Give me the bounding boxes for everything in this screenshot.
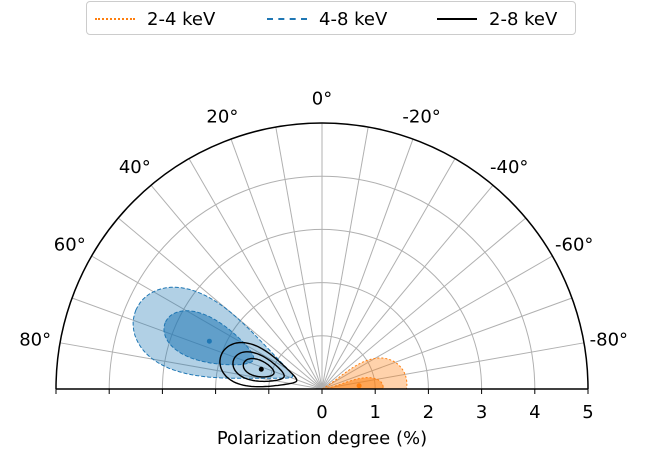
angle-tick-label: 40°	[119, 157, 151, 178]
contour-2-4kev-inner	[324, 377, 384, 389]
angle-tick-label: 0°	[312, 89, 332, 110]
radial-tick-label: 2	[423, 402, 434, 423]
legend-swatch-2-8kev	[437, 18, 477, 20]
contour-2-8kev-middle	[232, 351, 285, 383]
angular-gridline	[321, 158, 456, 390]
angular-gridline	[321, 297, 573, 390]
angular-gridline	[321, 217, 527, 390]
angle-tick-label: -60°	[555, 234, 593, 255]
radial-tick-label: 3	[476, 402, 487, 423]
angular-gridline	[275, 126, 323, 390]
angle-tick-label: 80°	[19, 329, 51, 350]
angular-gridline	[117, 217, 323, 390]
radial-tick-label: 5	[582, 402, 593, 423]
angular-gridline	[230, 138, 323, 390]
best-fit-point	[258, 366, 264, 372]
contours	[132, 286, 408, 389]
legend: 2-4 keV 4-8 keV 2-8 keV	[86, 1, 576, 35]
legend-swatch-2-4kev	[95, 18, 135, 20]
angle-tick-label: -20°	[402, 106, 440, 127]
radial-tick-label: 4	[529, 402, 540, 423]
angular-gridline	[188, 158, 323, 390]
angle-tick-label: -80°	[590, 329, 628, 350]
angular-gridline	[59, 342, 323, 390]
best-fit-point	[206, 338, 212, 344]
legend-label-2-8kev: 2-8 keV	[489, 9, 558, 30]
polar-frame-arc	[55, 122, 589, 390]
radial-tick-label: 0	[316, 402, 327, 423]
best-fit-point	[356, 383, 362, 389]
contour-2-4kev-outer	[321, 357, 408, 389]
angular-gridline	[150, 184, 323, 390]
angular-gridline	[321, 255, 553, 390]
frame	[55, 122, 589, 394]
labels: 0 1 2 3 4 5 0° 20° 40° 60° 80° -20° -40° -60° -80°	[19, 89, 628, 423]
angle-tick-label: 20°	[206, 106, 238, 127]
radial-tick-label: 1	[369, 402, 380, 423]
legend-label-4-8kev: 4-8 keV	[319, 9, 388, 30]
legend-label-2-4kev: 2-4 keV	[147, 9, 216, 30]
contour-2-8kev-outer	[219, 341, 298, 388]
contour-2-8kev-inner	[242, 357, 275, 378]
x-axis-label: Polarization degree (%)	[217, 428, 427, 449]
angular-gridline	[321, 138, 414, 390]
angular-gridline	[321, 184, 494, 390]
angle-tick-label: -40°	[490, 157, 528, 178]
contour-4-8kev-inner	[163, 310, 255, 366]
legend-swatch-4-8kev	[267, 18, 307, 20]
angle-tick-label: 60°	[54, 234, 86, 255]
angular-gridline	[321, 126, 369, 390]
